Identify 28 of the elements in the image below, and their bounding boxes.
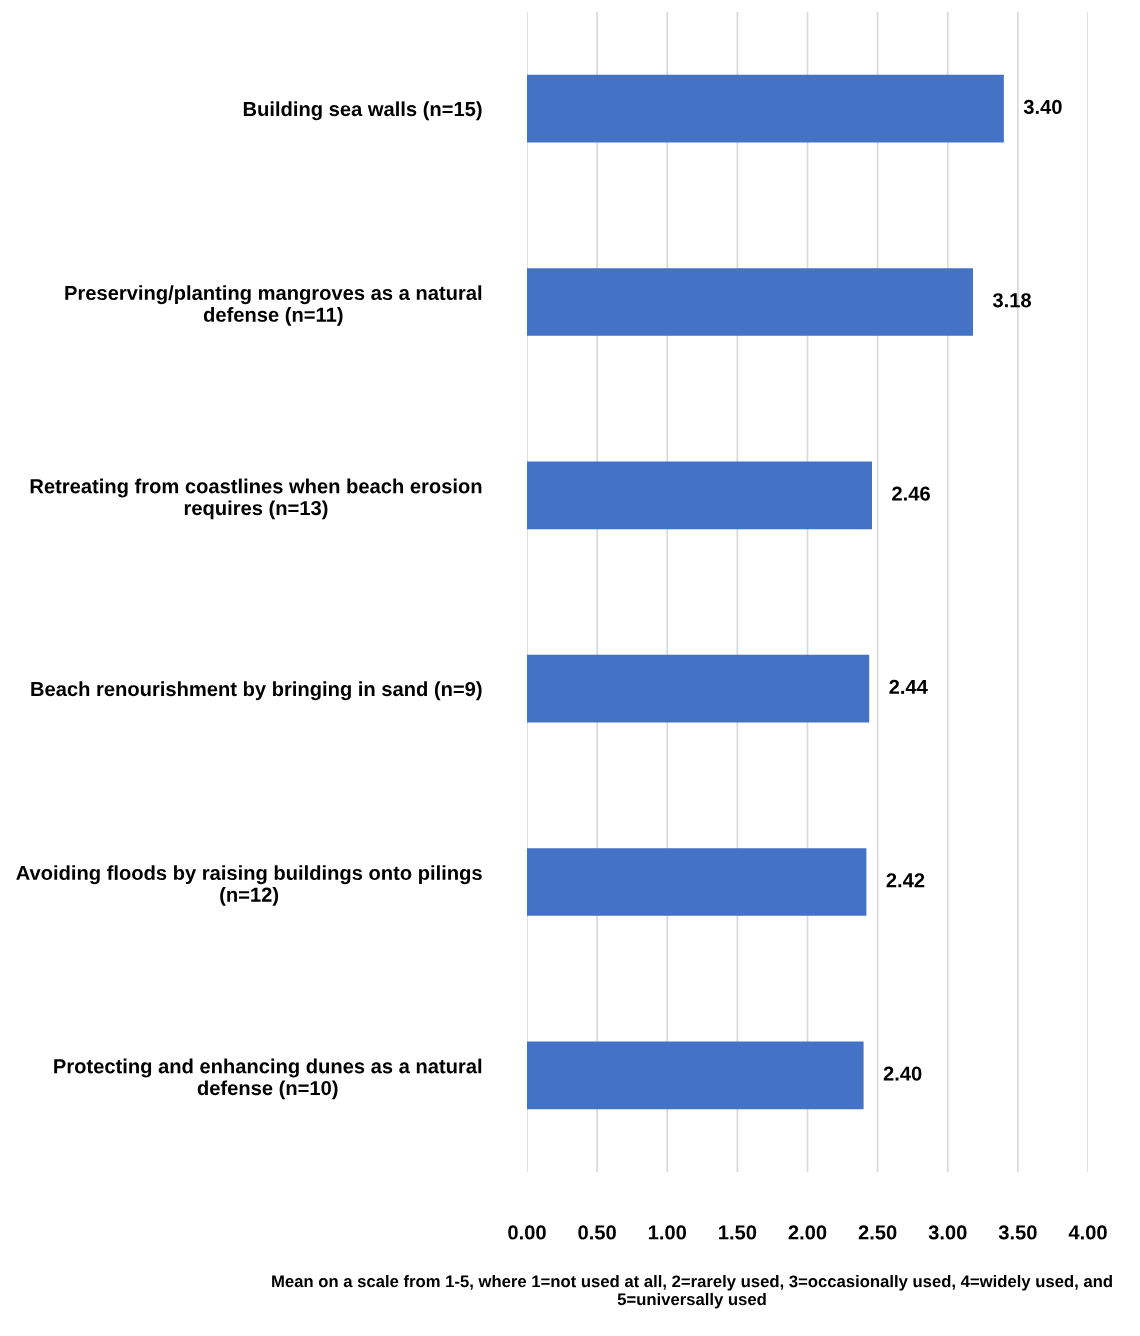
bar xyxy=(527,654,870,723)
x-tick-label: 4.00 xyxy=(1068,1225,1107,1240)
y-tick-label: Beach renourishment by bringing in sand (n=9) xyxy=(31,681,482,701)
y-tick-label: Preserving/planting mangroves as a natural defense (n=11) xyxy=(65,285,482,326)
y-tick-label: Building sea walls (n=15) xyxy=(243,101,482,121)
data-label: 2.46 xyxy=(892,486,930,501)
x-tick-label: 3.50 xyxy=(998,1225,1037,1240)
x-tick-label: 1.50 xyxy=(719,1225,757,1240)
x-axis-title: Mean on a scale from 1-5, where 1=not used at all, 2=rarely used, 3=occasionally used, 4=widely used, and 5=universally used xyxy=(272,1275,1112,1309)
y-tick-label: Retreating from coastlines when beach erosion requires (n=13) xyxy=(30,478,482,520)
x-tick-label: 2.50 xyxy=(858,1225,897,1240)
bar xyxy=(527,1041,864,1110)
x-tick-label: 0.50 xyxy=(578,1225,616,1240)
data-label: 3.18 xyxy=(992,293,1032,308)
data-label: 2.40 xyxy=(883,1066,922,1081)
data-label: 3.40 xyxy=(1023,99,1062,115)
x-tick-label: 3.00 xyxy=(928,1225,967,1240)
bar xyxy=(527,848,867,916)
bar xyxy=(527,461,873,530)
data-label: 2.44 xyxy=(889,679,928,694)
x-tick-label: 0.00 xyxy=(508,1225,546,1240)
data-label: 2.42 xyxy=(886,873,925,888)
x-tick-label: 1.00 xyxy=(648,1225,687,1240)
bar xyxy=(527,74,1004,143)
x-tick-label: 2.00 xyxy=(788,1225,827,1240)
bar xyxy=(527,268,973,336)
y-tick-label: Protecting and enhancing dunes as a natural defense (n=10) xyxy=(54,1058,482,1100)
y-tick-label: Avoiding floods by raising buildings onto pilings (n=12) xyxy=(16,865,482,906)
